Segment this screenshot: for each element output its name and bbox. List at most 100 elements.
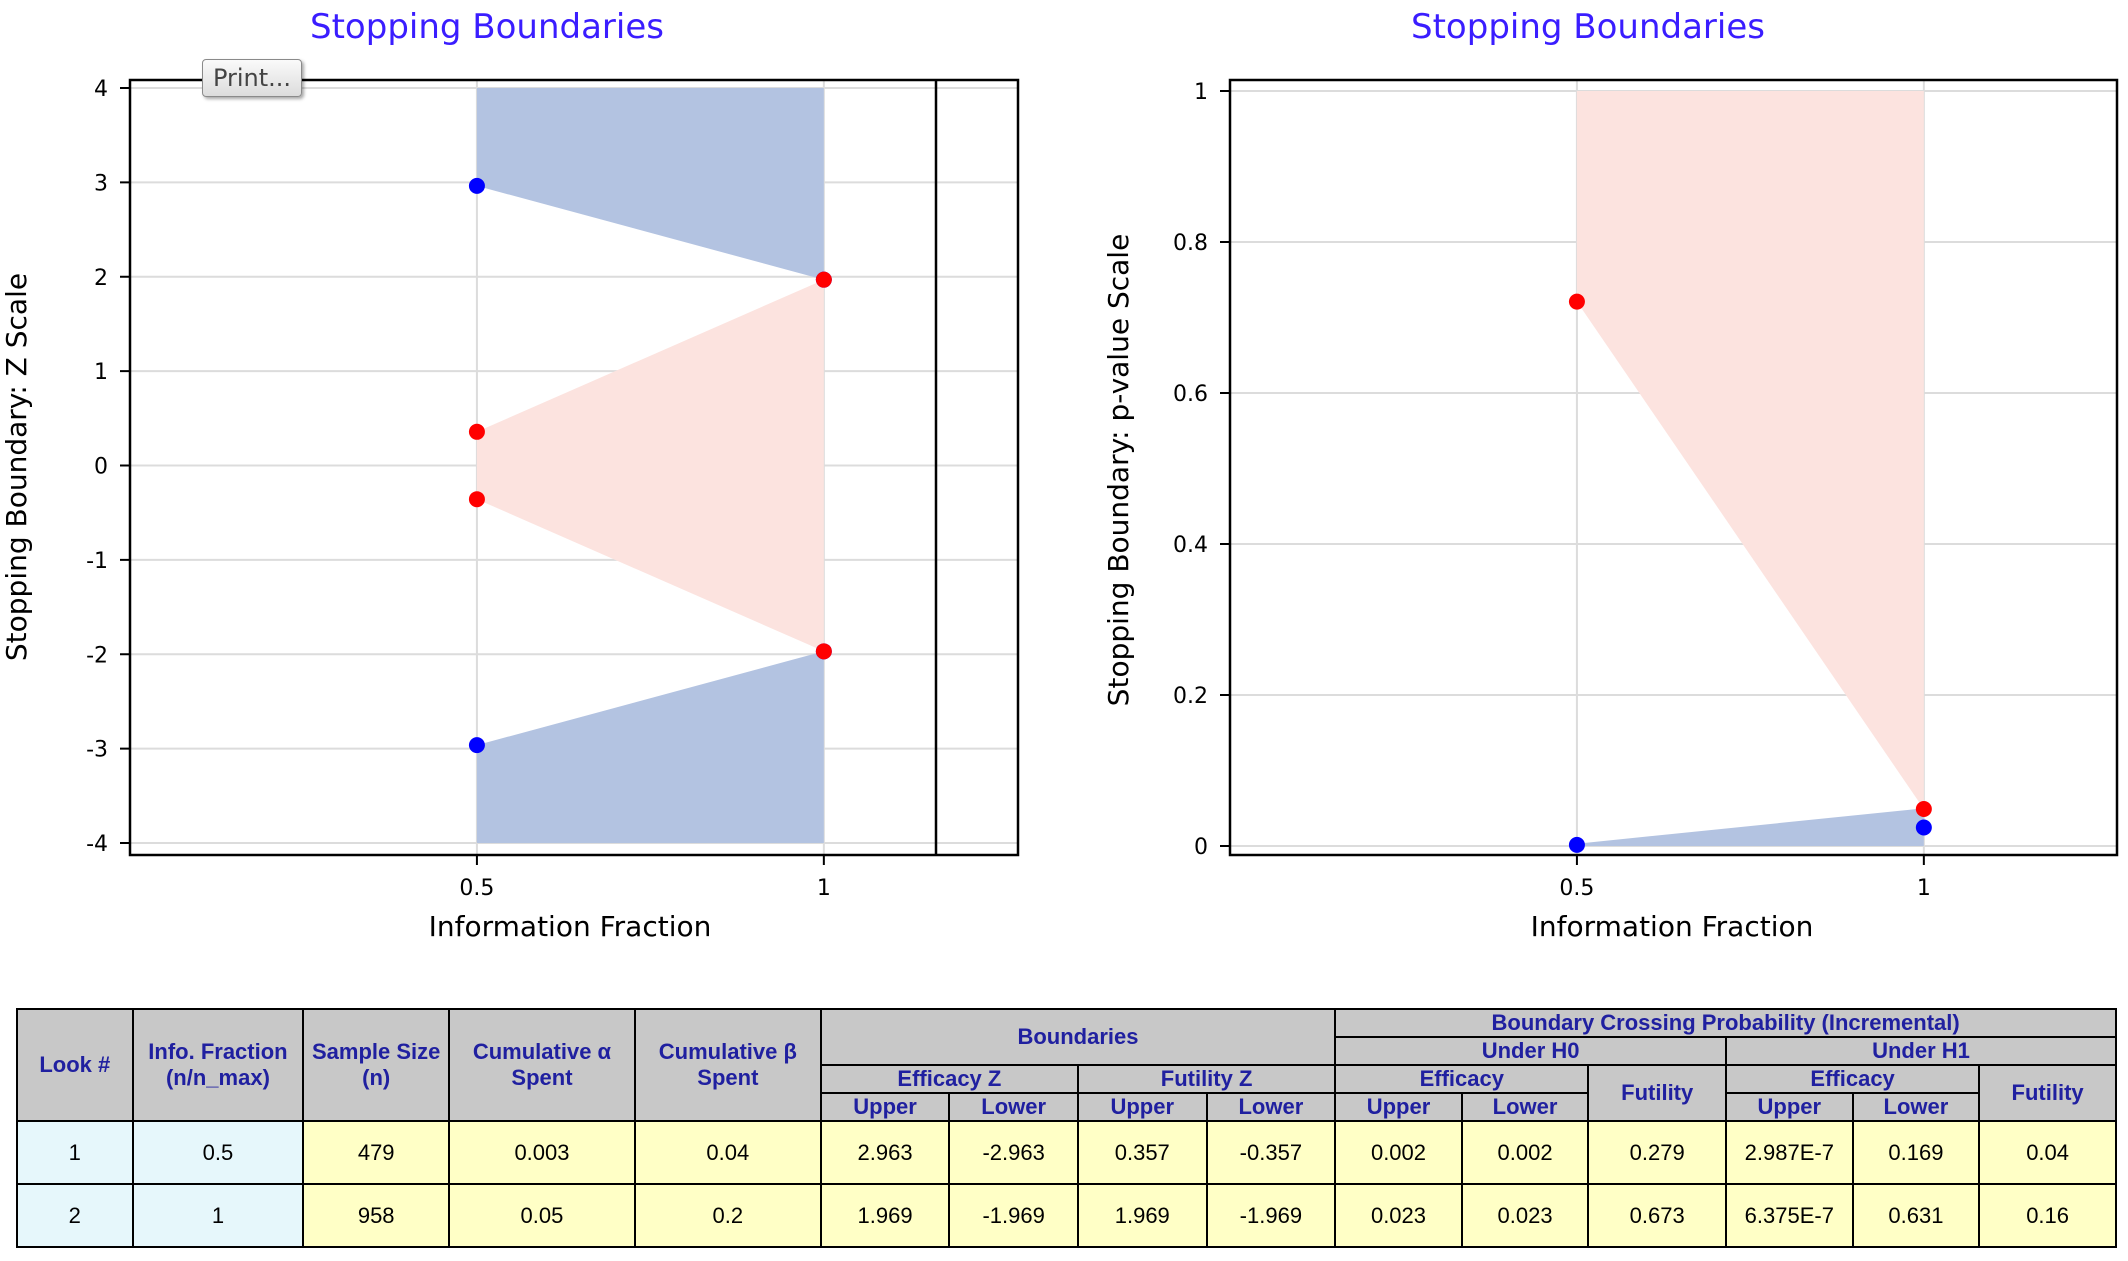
table-cell: 1 (16, 1120, 134, 1185)
header-boundaries: Boundaries (819, 1008, 1337, 1066)
header-cumulative-alpha: Cumulative α Spent (448, 1008, 636, 1122)
header-info-fraction: Info. Fraction (n/n_max) (131, 1008, 305, 1122)
table-cell: -2.963 (948, 1120, 1079, 1185)
table-cell: 0.002 (1460, 1120, 1590, 1185)
header-under-h1: Under H1 (1725, 1036, 2117, 1066)
chart1-x-tick-label: 0.5 (459, 876, 494, 901)
table-cell: 0.002 (1334, 1120, 1463, 1185)
table-cell: 0.631 (1851, 1183, 1981, 1248)
header-efficacy-h0: Efficacy (1334, 1064, 1590, 1094)
chart1-futility-lower-point (468, 491, 485, 508)
table-cell: 2.963 (819, 1120, 951, 1185)
header-boundary-crossing-probability: Boundary Crossing Probability (Increment… (1334, 1008, 2117, 1038)
chart1-y-tick-label: 2 (94, 266, 108, 291)
chart2-futility-point (1568, 293, 1585, 310)
header-efficacy-z-lower: Lower (948, 1092, 1079, 1122)
table-cell: 958 (302, 1183, 451, 1248)
chart1-y-tick-label: -2 (86, 643, 108, 668)
chart2-efficacy-point (1568, 836, 1585, 853)
header-efficacy-h1-lower: Lower (1851, 1092, 1981, 1122)
table-cell: 1 (131, 1183, 305, 1248)
header-futility-z: Futility Z (1076, 1064, 1337, 1094)
chart1-futility-upper-point (815, 271, 832, 288)
chart1-y-tick-label: 4 (94, 77, 108, 102)
table-cell: 0.5 (131, 1120, 305, 1185)
header-efficacy-h0-lower: Lower (1460, 1092, 1590, 1122)
table-cell: -1.969 (948, 1183, 1079, 1248)
chart1-futility-lower-point (815, 643, 832, 660)
header-futility-h1: Futility (1978, 1064, 2117, 1122)
table-cell: 0.04 (633, 1120, 822, 1185)
header-futility-z-lower: Lower (1205, 1092, 1337, 1122)
chart1-x-tick-label: 1 (817, 876, 831, 901)
table-cell: 479 (302, 1120, 451, 1185)
chart2-y-tick-label: 0.6 (1173, 382, 1208, 407)
results-table: Look # Info. Fraction (n/n_max) Sample S… (16, 1008, 2117, 1248)
chart1-futility-region (476, 279, 824, 652)
chart1-title: Stopping Boundaries (310, 7, 664, 47)
table-cell: 0.169 (1851, 1120, 1981, 1185)
header-under-h0: Under H0 (1334, 1036, 1728, 1066)
table-cell: 0.023 (1334, 1183, 1463, 1248)
header-efficacy-z-upper: Upper (819, 1092, 951, 1122)
table-cell: 1.969 (819, 1183, 951, 1248)
chart1-y-tick-label: -3 (86, 738, 108, 763)
table-cell: 6.375E-7 (1725, 1183, 1854, 1248)
chart1-efficacy-region (476, 88, 824, 280)
table-row: 2 1 958 0.05 0.2 1.969 -1.969 1.969 -1.969 0.023 0… (16, 1183, 2117, 1248)
chart2-y-tick-label: 0.4 (1173, 533, 1208, 558)
chart1-y-tick-label: 3 (94, 171, 108, 196)
chart2-title: Stopping Boundaries (1411, 7, 1765, 47)
chart1-efficacy-region (476, 651, 824, 843)
header-efficacy-h0-upper: Upper (1334, 1092, 1463, 1122)
print-button[interactable]: Print... (202, 59, 302, 97)
chart1-y-tick-label: -1 (86, 549, 108, 574)
chart2-futility-point (1915, 801, 1932, 818)
table-body: 1 0.5 479 0.003 0.04 2.963 -2.963 0.357 -0.357 0.… (16, 1120, 2117, 1248)
chart1-futility-upper-point (468, 423, 485, 440)
table-cell: -1.969 (1205, 1183, 1337, 1248)
header-sample-size: Sample Size (n) (302, 1008, 451, 1122)
chart1-efficacy-lower-point (468, 737, 485, 754)
chart2-futility-region (1576, 91, 1924, 809)
chart1-y-tick-label: 0 (94, 455, 108, 480)
table-cell: 0.023 (1460, 1183, 1590, 1248)
chart1-x-axis-label: Information Fraction (429, 910, 712, 943)
table-cell: 0.673 (1587, 1183, 1728, 1248)
table-cell: 2 (16, 1183, 134, 1248)
chart1-efficacy-upper-point (468, 177, 485, 194)
chart2-y-tick-label: 0.8 (1173, 231, 1208, 256)
table-row: 1 0.5 479 0.003 0.04 2.963 -2.963 0.357 -0.357 0.… (16, 1120, 2117, 1185)
table-cell: 0.279 (1587, 1120, 1728, 1185)
header-cumulative-beta: Cumulative β Spent (633, 1008, 822, 1122)
charts-canvas: 4 3 2 1 0 -1 -2 -3 -4 0.5 1 Stopping Boundaries Info… (0, 7, 2119, 943)
table-cell: -0.357 (1205, 1120, 1337, 1185)
chart2-x-tick-label: 0.5 (1559, 876, 1594, 901)
chart2-y-axis-label: Stopping Boundary: p-value Scale (1102, 234, 1135, 707)
header-efficacy-z: Efficacy Z (819, 1064, 1079, 1094)
chart2-efficacy-region (1576, 808, 1924, 846)
chart1-y-tick-label: -4 (86, 832, 108, 857)
chart1-plot-frame (128, 78, 1020, 857)
chart2-x-tick-label: 1 (1917, 876, 1931, 901)
table-cell: 0.357 (1076, 1120, 1208, 1185)
header-efficacy-h1-upper: Upper (1725, 1092, 1854, 1122)
table-cell: 2.987E-7 (1725, 1120, 1854, 1185)
header-futility-z-upper: Upper (1076, 1092, 1208, 1122)
chart1-y-axis-label: Stopping Boundary: Z Scale (0, 273, 33, 661)
header-look: Look # (16, 1008, 134, 1122)
table-cell: 0.2 (633, 1183, 822, 1248)
chart1-y-tick-label: 1 (94, 360, 108, 385)
header-efficacy-h1: Efficacy (1725, 1064, 1981, 1094)
table-cell: 0.16 (1978, 1183, 2117, 1248)
table-cell: 0.04 (1978, 1120, 2117, 1185)
chart2-efficacy-point (1915, 819, 1932, 836)
table-cell: 0.003 (448, 1120, 636, 1185)
table-cell: 1.969 (1076, 1183, 1208, 1248)
chart2-y-tick-label: 1 (1194, 80, 1208, 105)
chart2-x-axis-label: Information Fraction (1531, 910, 1814, 943)
chart2-y-tick-label: 0 (1194, 835, 1208, 860)
table-cell: 0.05 (448, 1183, 636, 1248)
chart2-y-tick-label: 0.2 (1173, 684, 1208, 709)
chart2-plot-frame (1228, 78, 2119, 857)
